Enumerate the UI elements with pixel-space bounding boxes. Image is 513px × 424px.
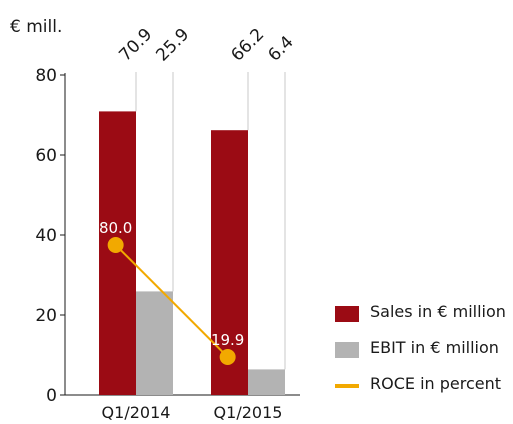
- y-tick-label: 40: [35, 226, 57, 246]
- legend-label-sales: Sales in € million: [370, 302, 506, 321]
- y-tick-label: 20: [35, 306, 57, 326]
- bar-sales: [99, 111, 136, 396]
- unit-label: € mill.: [10, 17, 62, 37]
- legend-swatch-ebit: [335, 342, 359, 358]
- data-label-sales: 66.2: [227, 25, 268, 66]
- bar-ebit: [248, 369, 285, 395]
- roce-line: [114, 244, 229, 358]
- legend-label-ebit: EBIT in € million: [370, 338, 499, 357]
- y-tick-label: 60: [35, 146, 57, 166]
- legend-label-roce: ROCE in percent: [370, 374, 502, 393]
- legend-swatch-sales: [335, 306, 359, 322]
- data-label-ebit: 25.9: [152, 25, 193, 66]
- x-tick-label: Q1/2014: [102, 403, 171, 422]
- bar-ebit: [136, 291, 173, 395]
- roce-point: [107, 237, 124, 253]
- data-label-roce: 19.9: [211, 331, 244, 349]
- y-tick-label: 80: [35, 66, 57, 86]
- roce-point: [219, 349, 236, 365]
- data-label-ebit: 6.4: [264, 32, 297, 65]
- legend-swatch-roce: [335, 384, 359, 388]
- y-tick-label: 0: [46, 386, 57, 406]
- data-label-sales: 70.9: [115, 25, 156, 66]
- x-tick-label: Q1/2015: [214, 403, 283, 422]
- data-label-roce: 80.0: [99, 219, 132, 237]
